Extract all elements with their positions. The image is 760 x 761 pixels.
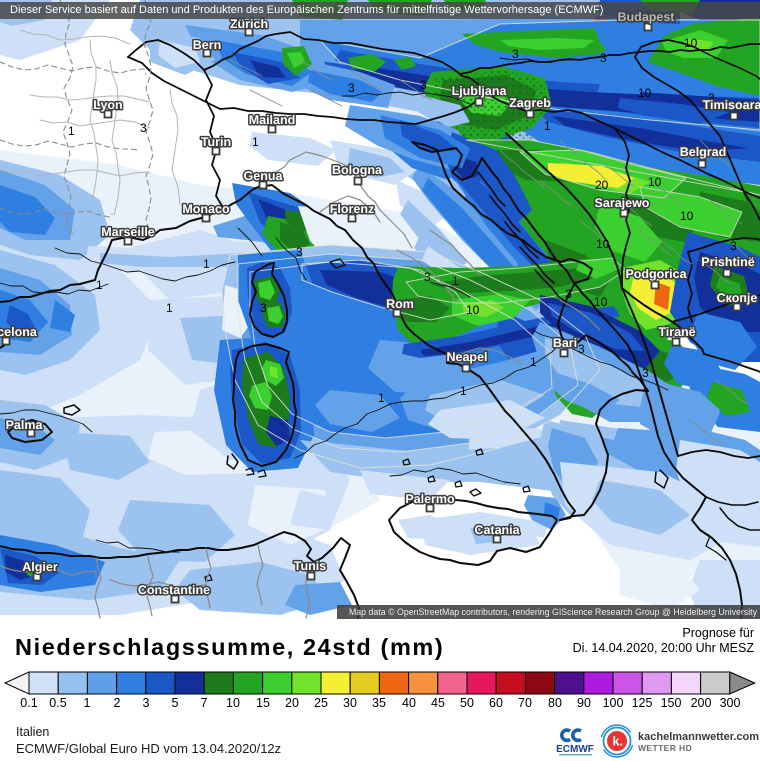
svg-text:Bern: Bern xyxy=(193,38,221,52)
svg-text:Sarajewo: Sarajewo xyxy=(595,196,650,210)
svg-text:3: 3 xyxy=(348,81,355,95)
svg-text:Turin: Turin xyxy=(201,135,231,149)
svg-text:1: 1 xyxy=(166,301,173,315)
svg-text:Neapel: Neapel xyxy=(447,350,488,364)
svg-text:3: 3 xyxy=(600,51,607,65)
svg-text:3: 3 xyxy=(512,47,519,61)
svg-text:Belgrad: Belgrad xyxy=(680,145,727,159)
svg-text:3: 3 xyxy=(565,287,572,301)
svg-text:Bologna: Bologna xyxy=(332,163,383,177)
svg-text:10: 10 xyxy=(638,86,652,100)
svg-text:Podgorica: Podgorica xyxy=(625,267,687,281)
svg-text:10: 10 xyxy=(680,209,694,223)
svg-text:1: 1 xyxy=(544,119,551,133)
svg-text:1: 1 xyxy=(460,384,467,398)
svg-text:Timisoara: Timisoara xyxy=(703,98,760,112)
svg-text:3: 3 xyxy=(296,245,303,259)
svg-text:3: 3 xyxy=(260,301,267,315)
svg-text:Ljubljana: Ljubljana xyxy=(452,84,508,98)
svg-text:Tunis: Tunis xyxy=(294,559,326,573)
svg-text:1: 1 xyxy=(452,274,459,288)
svg-text:kachelmannwetter.com: kachelmannwetter.com xyxy=(638,731,759,743)
svg-text:3: 3 xyxy=(730,239,737,253)
svg-text:3: 3 xyxy=(708,91,715,105)
svg-text:Tiranë: Tiranë xyxy=(658,325,695,339)
svg-text:Marseille: Marseille xyxy=(101,225,155,239)
svg-text:3: 3 xyxy=(424,270,431,284)
svg-text:Constantine: Constantine xyxy=(138,583,210,597)
svg-text:Genua: Genua xyxy=(244,169,284,183)
svg-text:Algier: Algier xyxy=(22,560,58,574)
svg-text:Prishtinë: Prishtinë xyxy=(701,255,755,269)
svg-text:1: 1 xyxy=(530,355,537,369)
svg-text:Palma: Palma xyxy=(6,418,44,432)
svg-text:Monaco: Monaco xyxy=(182,202,230,216)
svg-text:3: 3 xyxy=(642,366,649,380)
svg-text:10: 10 xyxy=(648,175,662,189)
svg-text:Palermo: Palermo xyxy=(405,492,455,506)
svg-text:Zürich: Zürich xyxy=(230,17,268,31)
svg-text:3: 3 xyxy=(420,78,427,92)
svg-text:1: 1 xyxy=(252,135,259,149)
svg-text:celona: celona xyxy=(0,325,38,339)
svg-text:Zagreb: Zagreb xyxy=(509,96,551,110)
svg-text:3: 3 xyxy=(578,342,585,356)
svg-text:1: 1 xyxy=(68,124,75,138)
svg-text:10: 10 xyxy=(594,295,608,309)
svg-text:Florenz: Florenz xyxy=(330,202,374,216)
svg-text:1: 1 xyxy=(96,278,103,292)
svg-text:10: 10 xyxy=(596,237,610,251)
svg-text:1: 1 xyxy=(203,257,210,271)
svg-text:10: 10 xyxy=(684,36,698,50)
svg-text:20: 20 xyxy=(595,178,609,192)
svg-text:ECMWF: ECMWF xyxy=(556,744,594,755)
svg-text:3: 3 xyxy=(140,121,147,135)
svg-text:Скопје: Скопје xyxy=(717,291,758,305)
svg-text:1: 1 xyxy=(378,391,385,405)
svg-text:Lyon: Lyon xyxy=(93,98,122,112)
svg-text:Catania: Catania xyxy=(474,523,520,537)
svg-text:10: 10 xyxy=(466,303,480,317)
svg-text:Budapest: Budapest xyxy=(618,10,676,24)
svg-text:WETTER HD: WETTER HD xyxy=(638,743,692,753)
svg-text:Bari: Bari xyxy=(553,336,577,350)
svg-text:Mailand: Mailand xyxy=(249,113,296,127)
svg-text:Rom: Rom xyxy=(386,297,414,311)
svg-text:k.: k. xyxy=(613,735,623,749)
